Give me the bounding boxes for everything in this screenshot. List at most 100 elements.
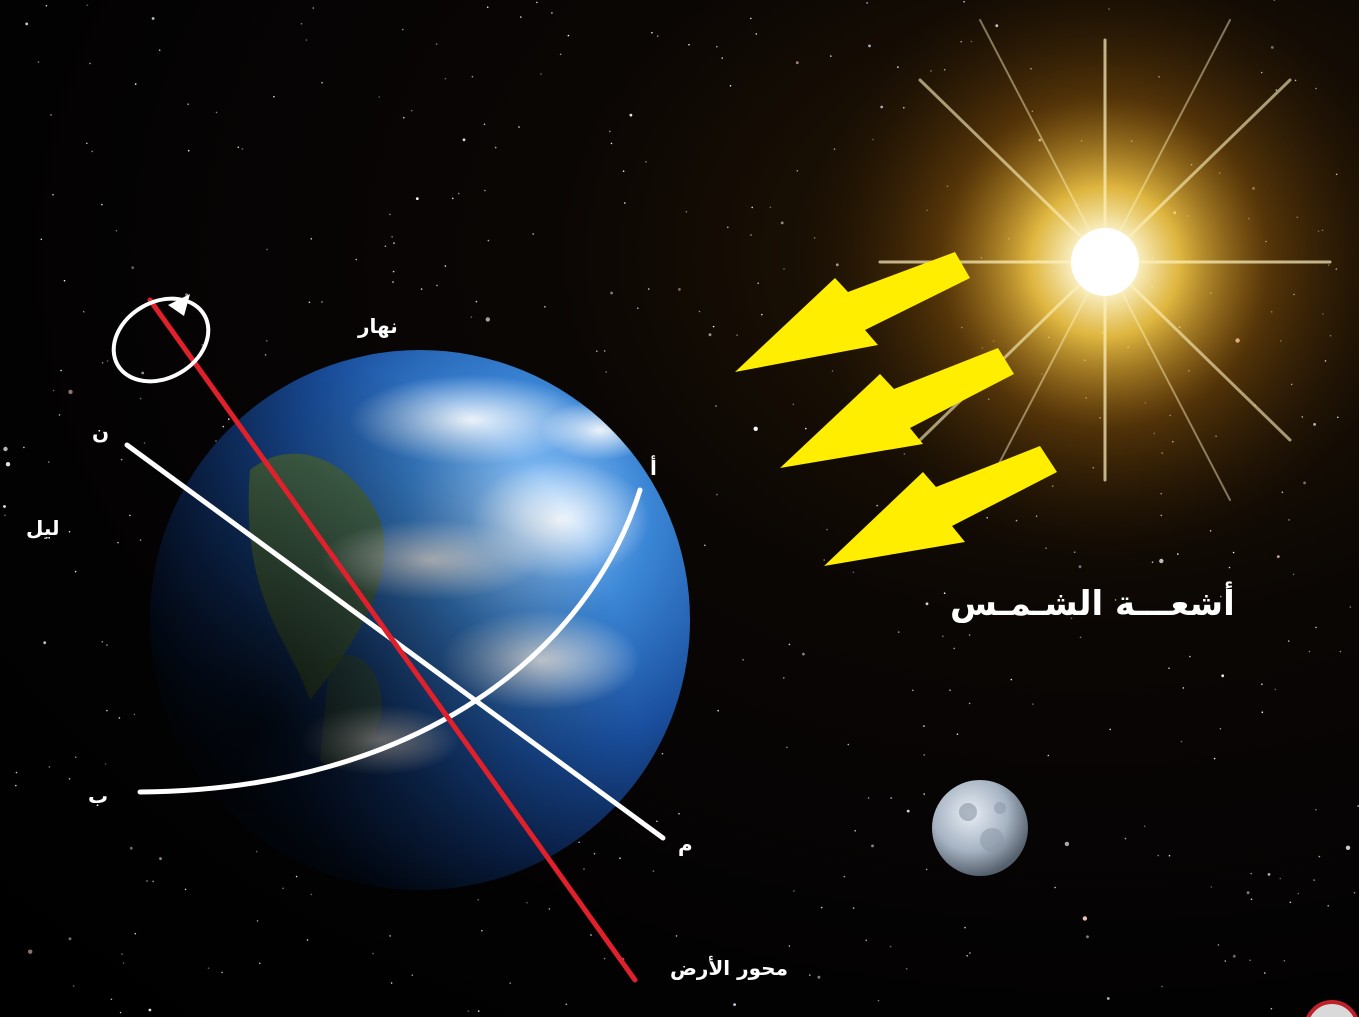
star [755, 33, 758, 35]
star [736, 334, 738, 336]
star [372, 952, 374, 955]
label-night: ليل [26, 516, 60, 540]
star [89, 62, 91, 65]
star [50, 114, 52, 116]
star [494, 146, 497, 149]
star [310, 238, 313, 240]
star [1082, 916, 1088, 921]
star [151, 17, 155, 20]
star [486, 6, 489, 8]
star [793, 890, 795, 892]
star [868, 44, 871, 48]
star [520, 16, 522, 18]
star [255, 850, 258, 853]
star [923, 754, 925, 756]
star [256, 920, 259, 922]
moon [932, 780, 1028, 876]
star [462, 138, 466, 142]
star [101, 203, 103, 206]
star [481, 929, 483, 932]
star [1264, 972, 1266, 974]
star [698, 310, 701, 313]
star [148, 1008, 152, 1012]
star [1221, 674, 1225, 678]
star [526, 901, 528, 904]
star [925, 602, 929, 606]
star [1047, 754, 1050, 757]
star [118, 717, 121, 719]
star [609, 130, 611, 133]
star [1349, 606, 1352, 608]
star [72, 985, 75, 987]
star [483, 123, 486, 126]
star [48, 766, 51, 768]
star [852, 571, 855, 574]
star [1180, 740, 1183, 743]
star [134, 83, 137, 85]
star [28, 949, 33, 954]
star [485, 317, 490, 322]
star [411, 974, 414, 976]
star [645, 161, 647, 163]
star [1313, 879, 1315, 881]
star [1283, 960, 1286, 962]
star [68, 530, 71, 533]
star [141, 371, 145, 375]
star [923, 793, 925, 795]
star [1297, 892, 1300, 895]
star [389, 935, 391, 937]
star [826, 528, 828, 531]
star [241, 148, 244, 150]
star [1339, 650, 1342, 653]
star [830, 55, 832, 57]
star [969, 952, 971, 954]
star [565, 1003, 568, 1006]
corner-badge [1306, 1000, 1358, 1017]
star [393, 242, 395, 244]
star [273, 95, 275, 98]
star [897, 631, 900, 633]
star [678, 812, 680, 815]
star [1353, 892, 1356, 894]
star [475, 300, 478, 303]
star [451, 197, 454, 200]
star [795, 61, 799, 65]
star [843, 875, 846, 878]
star [1250, 872, 1252, 875]
star [925, 868, 928, 871]
star [622, 170, 625, 172]
star [675, 935, 678, 937]
star [1168, 854, 1171, 857]
star [548, 908, 551, 910]
star [1232, 551, 1235, 554]
star [783, 677, 785, 679]
star [1124, 837, 1127, 840]
star [750, 17, 752, 20]
star [390, 982, 393, 984]
star [43, 641, 47, 645]
star [788, 945, 791, 947]
star [708, 333, 712, 337]
star [788, 643, 791, 646]
star [796, 170, 799, 172]
star [3, 446, 8, 452]
star [477, 1010, 480, 1012]
star [139, 397, 142, 400]
label-point-n: ن [92, 420, 110, 444]
star [949, 689, 951, 691]
star [101, 641, 104, 643]
star [129, 514, 131, 517]
star [559, 53, 562, 56]
star [1224, 960, 1227, 962]
star [265, 340, 268, 342]
star [716, 493, 718, 496]
star [786, 746, 788, 749]
star [942, 635, 944, 638]
star [52, 193, 54, 196]
star [82, 310, 85, 313]
star [1086, 935, 1089, 939]
star [121, 953, 123, 955]
star [532, 233, 534, 235]
ray-arrow-2 [780, 348, 1014, 468]
star [159, 857, 162, 860]
